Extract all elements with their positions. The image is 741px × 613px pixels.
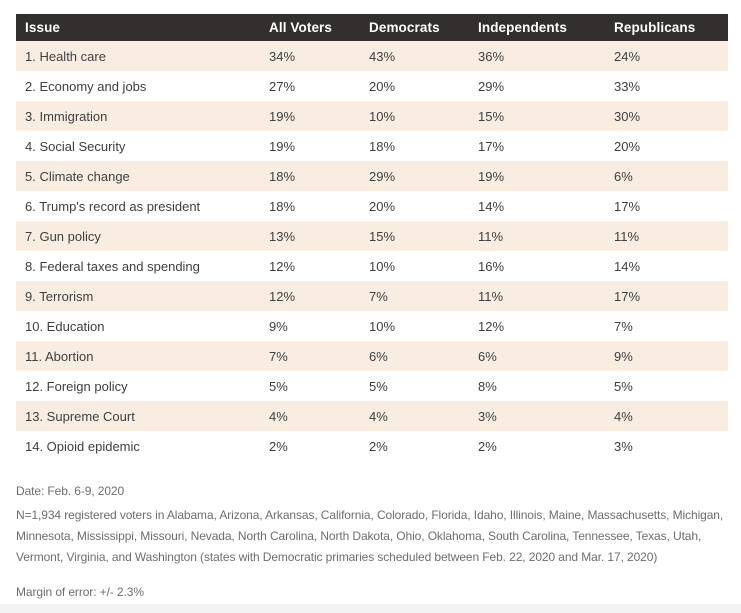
value-cell: 2% xyxy=(478,438,497,454)
issue-cell: 12. Foreign policy xyxy=(25,378,128,394)
value-cell: 19% xyxy=(269,138,296,154)
value-cell: 14% xyxy=(478,198,505,214)
value-cell: 29% xyxy=(478,78,505,94)
column-header-all-voters: All Voters xyxy=(260,14,360,41)
value-cell: 2% xyxy=(269,438,288,454)
value-cell: 13% xyxy=(269,228,296,244)
value-cell: 12% xyxy=(478,318,505,334)
value-cell: 30% xyxy=(614,108,641,124)
issue-cell: 9. Terrorism xyxy=(25,288,94,304)
value-cell: 34% xyxy=(269,48,296,64)
header-row: Issue All Voters Democrats Independents … xyxy=(16,14,728,41)
value-cell: 14% xyxy=(614,258,641,274)
value-cell: 43% xyxy=(369,48,396,64)
issue-cell: 2. Economy and jobs xyxy=(25,78,147,94)
value-cell: 6% xyxy=(478,348,497,364)
value-cell: 20% xyxy=(369,78,396,94)
value-cell: 27% xyxy=(269,78,296,94)
value-cell: 29% xyxy=(369,168,396,184)
issue-cell: 8. Federal taxes and spending xyxy=(25,258,200,274)
value-cell: 10% xyxy=(369,318,396,334)
table-row: 7. Gun policy 13% 15% 11% 11% xyxy=(16,221,728,251)
value-cell: 4% xyxy=(369,408,388,424)
value-cell: 20% xyxy=(369,198,396,214)
table-row: 4. Social Security 19% 18% 17% 20% xyxy=(16,131,728,161)
column-header-issue: Issue xyxy=(16,14,260,41)
issue-cell: 6. Trump's record as president xyxy=(25,198,201,214)
poll-table-container: Issue All Voters Democrats Independents … xyxy=(16,14,728,461)
value-cell: 6% xyxy=(614,168,633,184)
value-cell: 15% xyxy=(369,228,396,244)
issue-cell: 10. Education xyxy=(25,318,105,334)
margin-of-error-footnote: Margin of error: +/- 2.3% xyxy=(16,585,144,599)
table-row: 9. Terrorism 12% 7% 11% 17% xyxy=(16,281,728,311)
issue-cell: 14. Opioid epidemic xyxy=(25,438,140,454)
value-cell: 24% xyxy=(614,48,641,64)
value-cell: 15% xyxy=(478,108,505,124)
value-cell: 19% xyxy=(478,168,505,184)
table-row: 13. Supreme Court 4% 4% 3% 4% xyxy=(16,401,728,431)
table-row: 8. Federal taxes and spending 12% 10% 16% 14… xyxy=(16,251,728,281)
value-cell: 3% xyxy=(614,438,633,454)
value-cell: 11% xyxy=(478,228,504,244)
value-cell: 16% xyxy=(478,258,505,274)
issue-cell: 4. Social Security xyxy=(25,138,126,154)
value-cell: 9% xyxy=(614,348,633,364)
value-cell: 7% xyxy=(614,318,633,334)
value-cell: 3% xyxy=(478,408,497,424)
value-cell: 7% xyxy=(369,288,388,304)
value-cell: 10% xyxy=(369,258,396,274)
value-cell: 17% xyxy=(614,198,641,214)
table-row: 5. Climate change 18% 29% 19% 6% xyxy=(16,161,728,191)
value-cell: 5% xyxy=(614,378,633,394)
column-header-independents: Independents xyxy=(469,14,605,41)
value-cell: 4% xyxy=(614,408,633,424)
table-body: 1. Health care 34% 43% 36% 24% 2. Economy and… xyxy=(16,41,728,461)
table-row: 12. Foreign policy 5% 5% 8% 5% xyxy=(16,371,728,401)
value-cell: 18% xyxy=(269,198,296,214)
value-cell: 6% xyxy=(369,348,388,364)
column-header-republicans: Republicans xyxy=(605,14,728,41)
table-row: 10. Education 9% 10% 12% 7% xyxy=(16,311,728,341)
table-row: 2. Economy and jobs 27% 20% 29% 33% xyxy=(16,71,728,101)
column-header-democrats: Democrats xyxy=(360,14,469,41)
table-header: Issue All Voters Democrats Independents … xyxy=(16,14,728,41)
value-cell: 17% xyxy=(478,138,505,154)
value-cell: 18% xyxy=(269,168,296,184)
value-cell: 8% xyxy=(478,378,497,394)
issue-cell: 7. Gun policy xyxy=(25,228,101,244)
table-row: 11. Abortion 7% 6% 6% 9% xyxy=(16,341,728,371)
sample-footnote: N=1,934 registered voters in Alabama, Ar… xyxy=(16,508,724,564)
date-footnote: Date: Feb. 6-9, 2020 xyxy=(16,484,125,498)
value-cell: 7% xyxy=(269,348,288,364)
value-cell: 9% xyxy=(269,318,288,334)
issue-cell: 5. Climate change xyxy=(25,168,130,184)
table-row: 1. Health care 34% 43% 36% 24% xyxy=(16,41,728,71)
issue-cell: 3. Immigration xyxy=(25,108,108,124)
value-cell: 11% xyxy=(478,288,504,304)
table-row: 14. Opioid epidemic 2% 2% 2% 3% xyxy=(16,431,728,461)
issue-cell: 13. Supreme Court xyxy=(25,408,135,424)
value-cell: 5% xyxy=(369,378,388,394)
value-cell: 20% xyxy=(614,138,641,154)
value-cell: 12% xyxy=(269,258,296,274)
value-cell: 19% xyxy=(269,108,296,124)
value-cell: 33% xyxy=(614,78,641,94)
issue-cell: 11. Abortion xyxy=(25,348,94,364)
table-row: 6. Trump's record as president 18% 20% 14% 1… xyxy=(16,191,728,221)
value-cell: 4% xyxy=(269,408,288,424)
value-cell: 11% xyxy=(614,228,640,244)
value-cell: 12% xyxy=(269,288,296,304)
poll-results-table: Issue All Voters Democrats Independents … xyxy=(16,14,728,461)
value-cell: 17% xyxy=(614,288,641,304)
value-cell: 18% xyxy=(369,138,396,154)
value-cell: 10% xyxy=(369,108,396,124)
value-cell: 5% xyxy=(269,378,288,394)
bottom-divider-strip xyxy=(0,604,741,613)
table-row: 3. Immigration 19% 10% 15% 30% xyxy=(16,101,728,131)
value-cell: 2% xyxy=(369,438,388,454)
value-cell: 36% xyxy=(478,48,505,64)
issue-cell: 1. Health care xyxy=(25,48,106,64)
